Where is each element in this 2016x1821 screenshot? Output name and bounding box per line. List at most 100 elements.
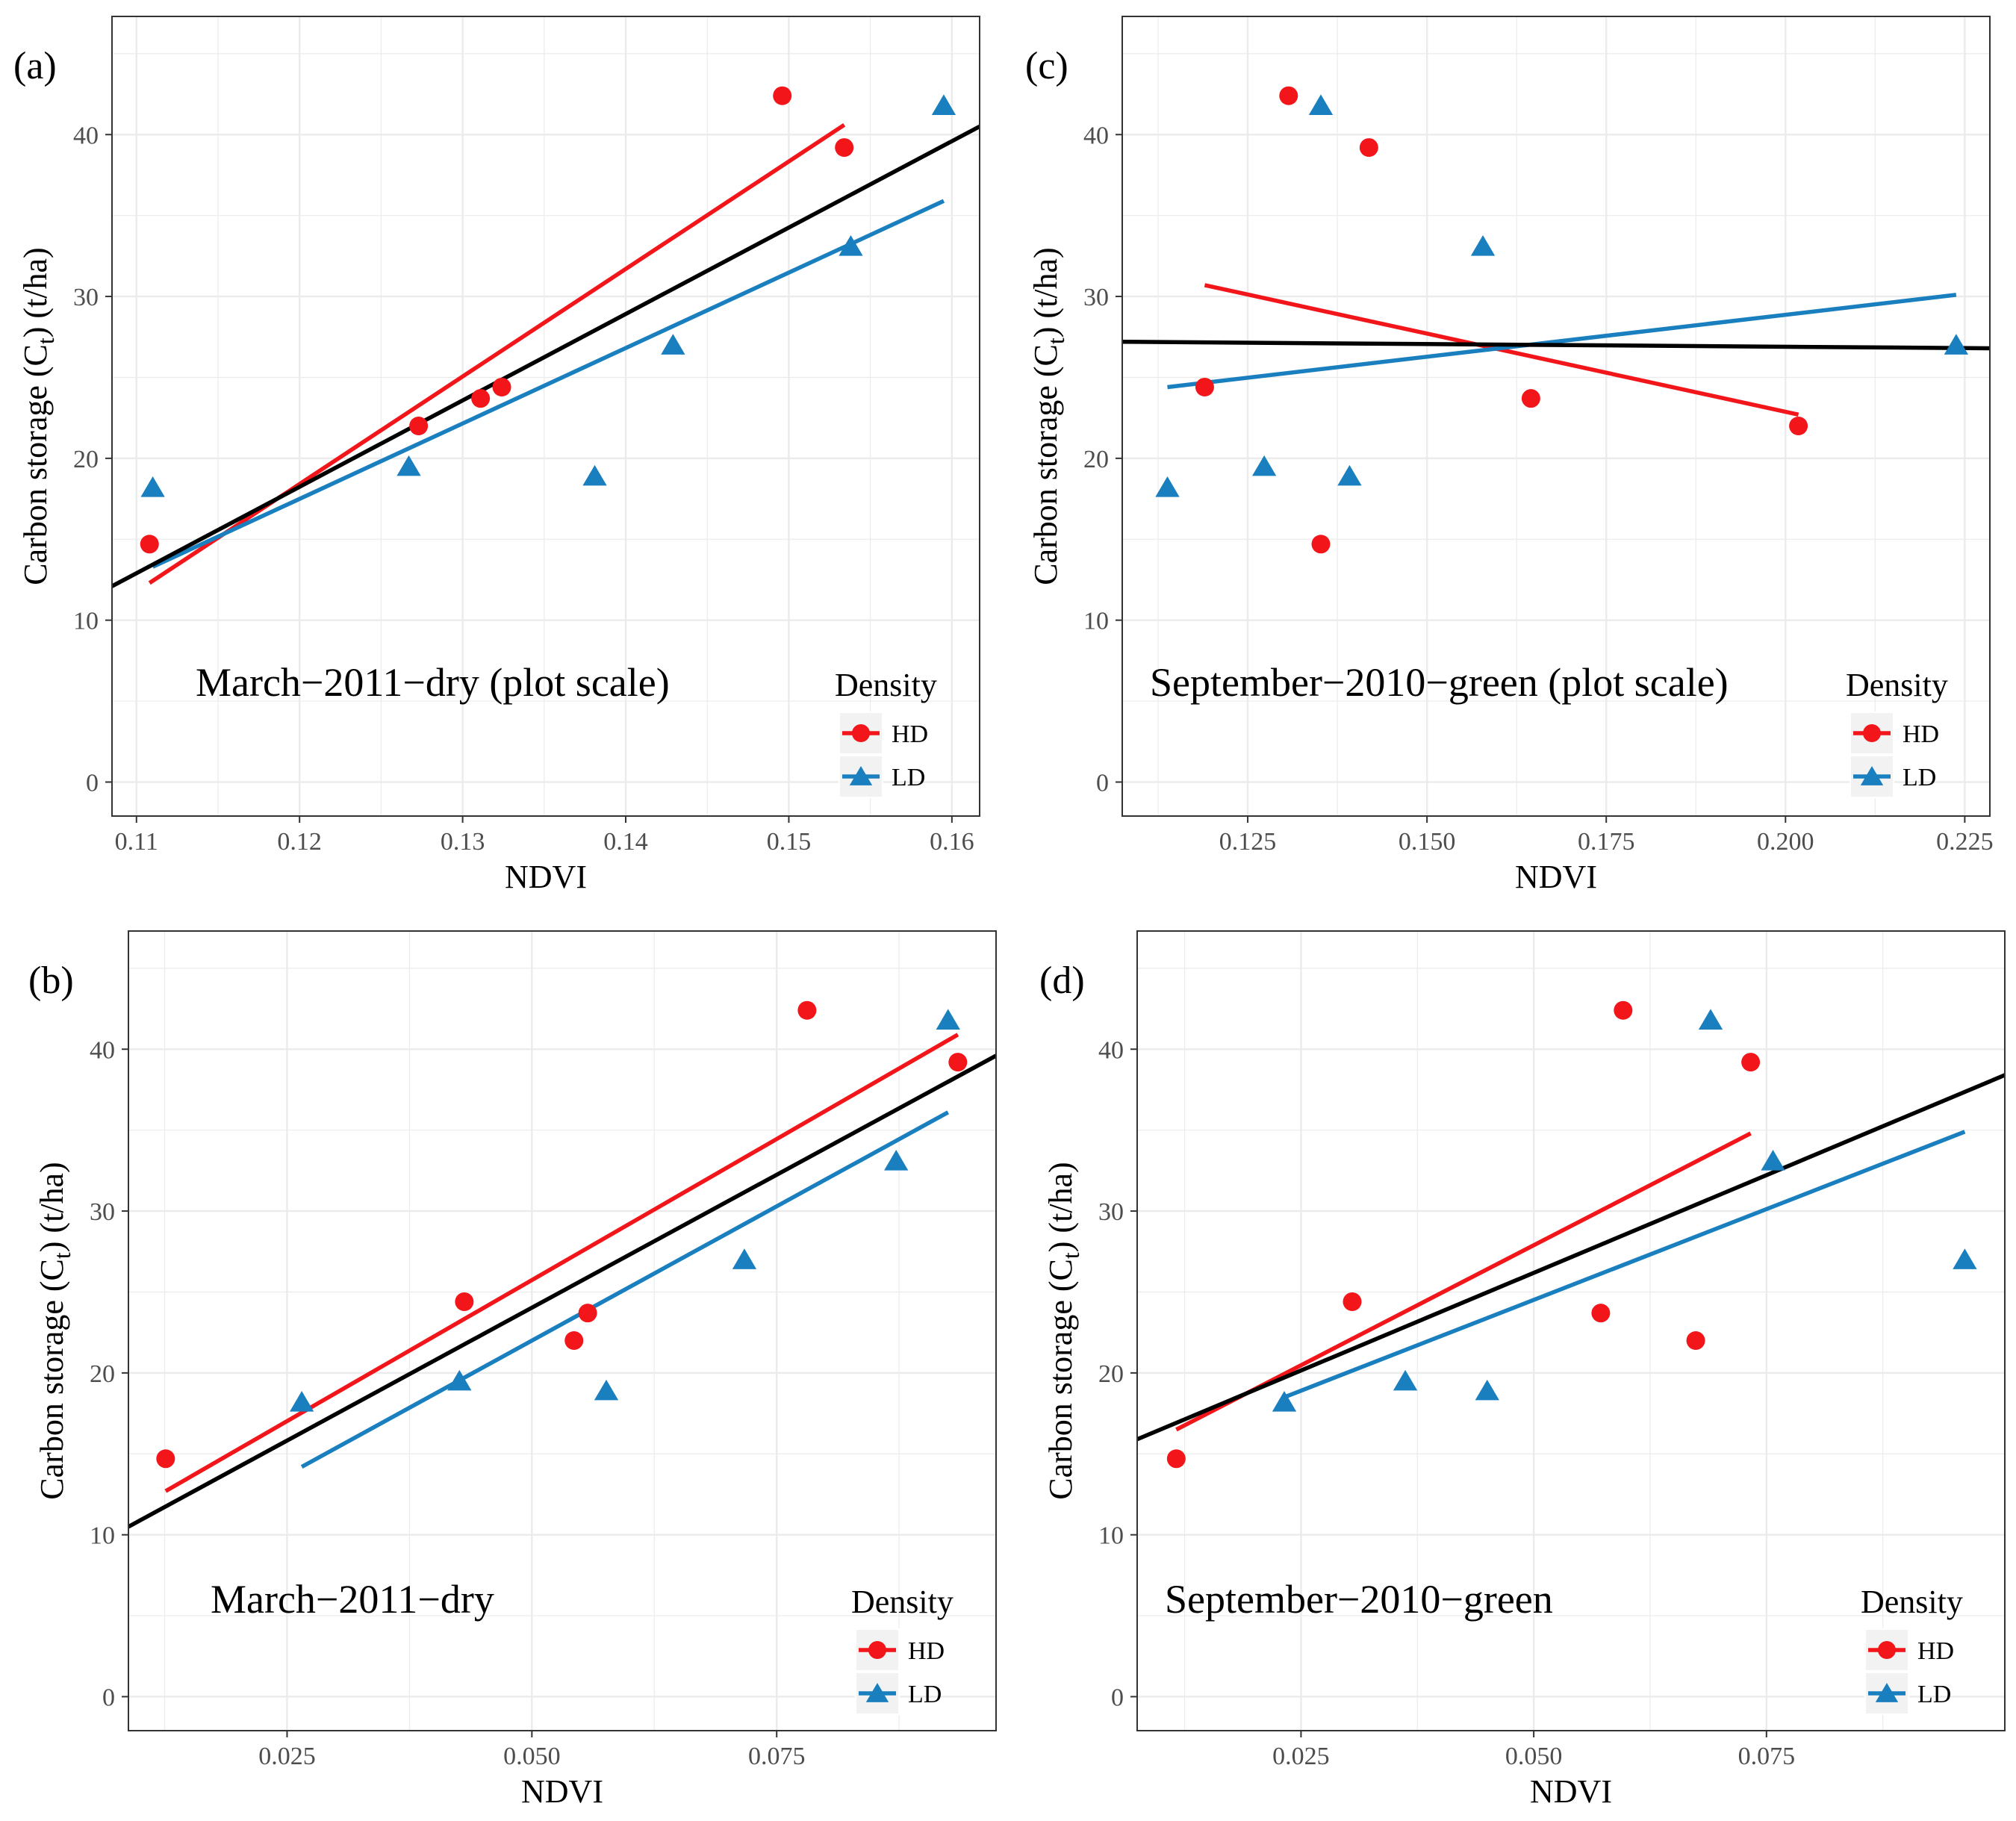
fit-lines <box>128 1033 996 1529</box>
data-point-LD <box>1155 476 1180 497</box>
legend-title: Density <box>1846 667 1948 703</box>
x-tick-label: 0.075 <box>748 1743 806 1770</box>
data-point-HD <box>455 1292 474 1311</box>
data-point-HD <box>1686 1331 1705 1351</box>
data-point-LD <box>1337 464 1362 486</box>
plot-frame <box>1121 16 1991 817</box>
legend: Density HD LD <box>1861 1584 1963 1715</box>
x-tick-label: 0.14 <box>603 828 648 856</box>
data-point-LD <box>1761 1150 1785 1171</box>
data-point-LD <box>1953 1248 1977 1269</box>
x-axis-title: NDVI <box>521 1773 603 1810</box>
data-point-LD <box>884 1150 909 1171</box>
plot-background <box>1122 16 1990 816</box>
legend-key-marker-HD <box>1863 724 1881 742</box>
y-axis-title-main: Carbon storage (C <box>34 1259 70 1500</box>
data-point-HD <box>1166 1449 1186 1469</box>
y-tick-label: 10 <box>1098 1522 1124 1550</box>
fit-line-overall <box>1137 1073 2005 1442</box>
y-axis-title-unit: ) (t/ha) <box>1027 247 1064 337</box>
data-point-LD <box>1308 94 1334 115</box>
x-tick-label: 0.150 <box>1399 828 1456 856</box>
chart-panel-3: 0.025 0.050 0.075 0 10 20 30 40 NDVI Carbon stora… <box>1039 930 2006 1810</box>
x-tick-label: 0.12 <box>277 828 322 856</box>
data-point-HD <box>1311 535 1331 554</box>
data-point-HD <box>578 1304 597 1323</box>
data-point-LD <box>140 476 165 497</box>
data-point-LD <box>1393 1369 1418 1391</box>
y-tick-label: 10 <box>73 608 99 635</box>
plot-frame <box>1136 930 2006 1731</box>
panel-tag: (d) <box>1039 959 1085 1002</box>
legend-key-marker-LD <box>1860 766 1884 785</box>
panel-annotation: September−2010−green (plot scale) <box>1150 660 1729 705</box>
legend-key-marker-HD <box>1878 1641 1896 1659</box>
fit-line-LD <box>300 1110 950 1469</box>
data-point-LD <box>594 1379 619 1401</box>
fit-lines <box>112 122 980 588</box>
data-point-HD <box>797 1000 817 1020</box>
chart-panel-0: 0.11 0.12 0.13 0.14 0.15 0.16 0 10 20 30 40 NDVI Car… <box>13 16 980 895</box>
data-point-LD <box>732 1248 757 1269</box>
legend-label-HD: HD <box>892 720 928 748</box>
data-point-HD <box>835 138 854 158</box>
y-tick-label: 30 <box>1098 1198 1124 1226</box>
legend-key-marker-LD <box>849 766 873 785</box>
data-point-HD <box>1195 377 1214 396</box>
fit-line-LD <box>1167 293 1957 390</box>
plot-frame <box>128 930 997 1731</box>
legend: Density HD LD <box>851 1584 953 1715</box>
data-point-LD <box>936 1009 960 1030</box>
y-tick-label: 10 <box>1083 608 1109 635</box>
legend-label-HD: HD <box>1903 720 1939 748</box>
y-tick-label: 40 <box>73 122 99 149</box>
data-point-HD <box>1343 1292 1362 1311</box>
data-point-HD <box>471 389 491 408</box>
data-point-LD <box>1470 235 1496 256</box>
plot-background <box>112 16 980 816</box>
data-point-LD <box>661 334 685 355</box>
y-axis-title-unit: ) (t/ha) <box>17 247 54 337</box>
y-tick-label: 0 <box>1096 769 1109 797</box>
y-axis-title-main: Carbon storage (C <box>17 344 54 585</box>
data-point-HD <box>492 377 511 396</box>
panel-tag: (b) <box>28 959 74 1002</box>
plot-frame <box>111 16 980 817</box>
x-tick-label: 0.200 <box>1757 828 1814 856</box>
legend-label-LD: LD <box>1903 764 1936 791</box>
data-point-HD <box>156 1449 175 1469</box>
legend-label-LD: LD <box>892 764 925 791</box>
x-axis-title: NDVI <box>505 859 587 895</box>
data-point-HD <box>1591 1304 1611 1323</box>
data-point-HD <box>948 1053 968 1072</box>
legend-key-marker-LD <box>865 1683 889 1702</box>
y-axis-title: Carbon storage (Ct) (t/ha) <box>1027 247 1069 585</box>
data-point-LD <box>1251 455 1277 476</box>
legend: Density HD LD <box>1846 667 1948 798</box>
data-point-LD <box>289 1391 314 1412</box>
x-tick-label: 0.125 <box>1219 828 1277 856</box>
fit-line-HD <box>164 1033 959 1493</box>
fit-lines <box>1137 1073 2005 1442</box>
y-axis-title-subscript: t <box>32 337 59 344</box>
y-axis-title: Carbon storage (Ct) (t/ha) <box>34 1162 75 1499</box>
y-axis-title-unit: ) (t/ha) <box>34 1162 70 1252</box>
x-tick-label: 0.075 <box>1738 1743 1796 1770</box>
data-point-HD <box>140 535 159 554</box>
data-point-HD <box>1279 86 1298 105</box>
data-point-LD <box>447 1369 472 1391</box>
legend-key-marker-HD <box>868 1641 886 1659</box>
panel-annotation: September−2010−green <box>1165 1577 1553 1622</box>
fit-line-HD <box>1175 1131 1752 1432</box>
fit-lines <box>1122 283 1990 417</box>
data-point-HD <box>1741 1053 1761 1072</box>
y-axis-title-main: Carbon storage (C <box>1042 1259 1079 1500</box>
data-point-LD <box>396 455 421 476</box>
legend-label-HD: HD <box>908 1637 945 1665</box>
y-tick-label: 30 <box>1083 284 1109 311</box>
x-tick-label: 0.16 <box>930 828 974 856</box>
x-tick-label: 0.025 <box>1272 1743 1330 1770</box>
data-point-LD <box>1944 334 1969 355</box>
plot-background <box>1137 931 2005 1731</box>
